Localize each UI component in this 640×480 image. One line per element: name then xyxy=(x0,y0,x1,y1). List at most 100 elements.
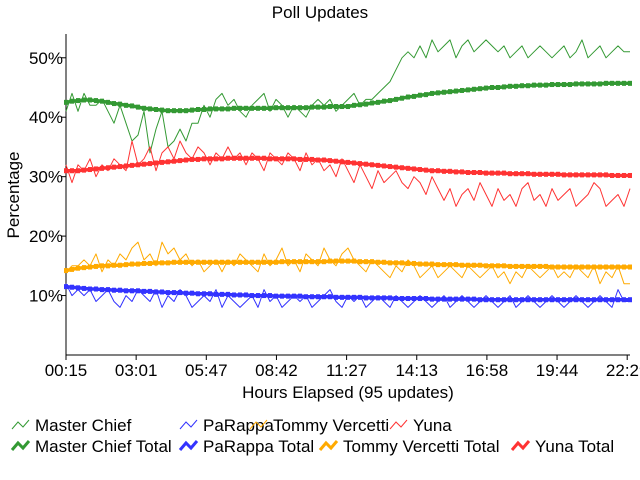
data-point xyxy=(88,264,92,270)
data-point xyxy=(490,170,494,176)
data-point xyxy=(142,260,146,266)
data-point xyxy=(604,297,608,303)
data-point xyxy=(64,268,68,274)
data-point xyxy=(406,165,410,171)
legend-label: PaRappa xyxy=(203,416,274,435)
data-point xyxy=(622,264,626,270)
data-point xyxy=(412,93,416,99)
data-point xyxy=(262,105,266,111)
data-point xyxy=(526,297,530,303)
data-point xyxy=(382,163,386,169)
data-point xyxy=(532,171,536,177)
data-point xyxy=(436,296,440,302)
legend-swatch xyxy=(179,419,198,430)
data-point xyxy=(454,169,458,175)
data-point xyxy=(454,296,458,302)
data-point xyxy=(532,263,536,269)
data-point xyxy=(580,297,584,303)
data-point xyxy=(70,284,74,290)
data-point xyxy=(424,92,428,98)
data-point xyxy=(346,104,350,110)
legend-swatch xyxy=(10,440,31,451)
data-point xyxy=(190,156,194,162)
legend-swatch xyxy=(11,419,30,430)
legend-label: Master Chief xyxy=(35,416,132,435)
data-point xyxy=(70,266,74,272)
series-line-tommy-vercetti xyxy=(65,241,630,285)
data-point xyxy=(172,290,176,296)
data-point xyxy=(442,89,446,95)
data-point xyxy=(454,262,458,268)
data-point xyxy=(484,170,488,176)
series-markers-master-chief-total xyxy=(64,80,632,114)
data-point xyxy=(76,98,80,104)
data-point xyxy=(208,156,212,162)
data-point xyxy=(340,159,344,165)
data-point xyxy=(466,87,470,93)
data-point xyxy=(94,286,98,292)
data-point xyxy=(322,259,326,265)
data-point xyxy=(94,166,98,172)
data-point xyxy=(256,293,260,299)
data-point xyxy=(124,262,128,268)
x-tick-label: 14:13 xyxy=(395,361,438,380)
data-point xyxy=(118,287,122,293)
data-point xyxy=(496,263,500,269)
x-tick-label: 05:47 xyxy=(185,361,228,380)
series-layer xyxy=(64,39,632,308)
x-tick-label: 03:01 xyxy=(115,361,158,380)
data-point xyxy=(244,105,248,111)
data-point xyxy=(514,83,518,89)
x-axis-label: Hours Elapsed (95 updates) xyxy=(242,383,454,402)
data-point xyxy=(190,107,194,113)
data-point xyxy=(622,172,626,178)
data-point xyxy=(478,262,482,268)
data-point xyxy=(118,164,122,170)
data-point xyxy=(358,294,362,300)
data-point xyxy=(124,288,128,294)
data-point xyxy=(214,106,218,112)
data-point xyxy=(112,101,116,107)
data-point xyxy=(166,159,170,165)
data-point xyxy=(610,80,614,86)
data-point xyxy=(400,95,404,101)
data-point xyxy=(196,156,200,162)
data-point xyxy=(502,84,506,90)
data-point xyxy=(604,264,608,270)
data-point xyxy=(262,259,266,265)
data-point xyxy=(400,165,404,171)
data-point xyxy=(460,169,464,175)
data-point xyxy=(460,296,464,302)
data-point xyxy=(424,261,428,267)
data-point xyxy=(436,90,440,96)
chart-title: Poll Updates xyxy=(272,3,368,22)
data-point xyxy=(598,172,602,178)
data-point xyxy=(604,172,608,178)
data-point xyxy=(562,297,566,303)
data-point xyxy=(382,259,386,265)
data-point xyxy=(274,105,278,111)
data-point xyxy=(628,297,632,303)
data-point xyxy=(226,155,230,161)
data-point xyxy=(286,293,290,299)
data-point xyxy=(454,88,458,94)
data-point xyxy=(388,295,392,301)
data-point xyxy=(394,164,398,170)
data-point xyxy=(376,99,380,105)
data-point xyxy=(532,82,536,88)
data-point xyxy=(364,259,368,265)
data-point xyxy=(442,262,446,268)
data-point xyxy=(478,170,482,176)
data-point xyxy=(310,294,314,300)
data-point xyxy=(208,259,212,265)
data-point xyxy=(82,97,86,103)
data-point xyxy=(376,162,380,168)
data-point xyxy=(340,294,344,300)
data-point xyxy=(154,106,158,112)
data-point xyxy=(76,265,80,271)
data-point xyxy=(160,107,164,113)
data-point xyxy=(352,102,356,108)
data-point xyxy=(328,258,332,264)
data-point xyxy=(556,171,560,177)
data-point xyxy=(412,296,416,302)
